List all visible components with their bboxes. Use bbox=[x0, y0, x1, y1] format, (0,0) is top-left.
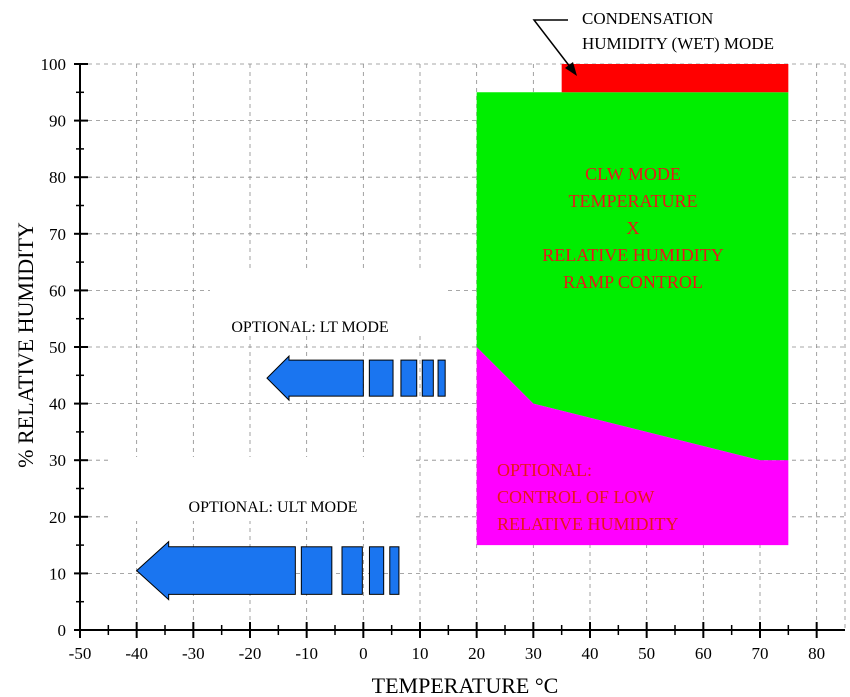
region-2 bbox=[561, 64, 789, 93]
x-tick-label: -20 bbox=[239, 644, 262, 663]
x-tick-label: -30 bbox=[182, 644, 205, 663]
axes: 0 10 20 30 40 50 60 70 80 90 100 -50 -40 -30 -20 -10 0 10… bbox=[41, 55, 845, 663]
arrow-segment bbox=[368, 359, 394, 397]
arrow-head-body-0 bbox=[266, 354, 364, 402]
clw-label-line: RELATIVE HUMIDITY bbox=[542, 245, 723, 265]
y-tick-label: 30 bbox=[49, 451, 66, 470]
arrow-label-0: OPTIONAL: LT MODE bbox=[231, 319, 388, 336]
y-tick-label: 60 bbox=[49, 281, 66, 300]
regions bbox=[476, 64, 789, 546]
condensation-pointer bbox=[532, 19, 575, 73]
y-tick-label: 0 bbox=[58, 621, 67, 640]
x-tick-label: 50 bbox=[638, 644, 655, 663]
ult-label-background bbox=[112, 457, 412, 521]
arrow-segment bbox=[368, 546, 385, 595]
y-axis-title: % RELATIVE HUMIDITY bbox=[13, 222, 38, 468]
arrow-segment bbox=[437, 359, 446, 397]
arrow-segment bbox=[300, 546, 333, 595]
x-tick-label: 80 bbox=[808, 644, 825, 663]
annotations: OPTIONAL: LT MODE OPTIONAL: ULT MODE CLW M… bbox=[189, 9, 774, 534]
clw-label-line: TEMPERATURE bbox=[568, 191, 697, 211]
clw-label-line: CLW MODE bbox=[585, 164, 681, 184]
label-mask bbox=[112, 272, 445, 521]
lt-label-background bbox=[210, 272, 445, 336]
y-tick-label: 50 bbox=[49, 338, 66, 357]
low-rh-label-line: OPTIONAL: bbox=[497, 460, 592, 480]
x-tick-label: 30 bbox=[525, 644, 542, 663]
y-tick-label: 80 bbox=[49, 168, 66, 187]
region-1 bbox=[476, 347, 789, 546]
y-tick-label: 70 bbox=[49, 225, 66, 244]
clw-label-line: RAMP CONTROL bbox=[563, 272, 703, 292]
x-tick-label: -50 bbox=[69, 644, 92, 663]
arrows bbox=[135, 354, 446, 601]
x-tick-label: 60 bbox=[695, 644, 712, 663]
y-tick-label: 10 bbox=[49, 564, 66, 583]
y-tick-label: 100 bbox=[41, 55, 67, 74]
arrow-segment bbox=[389, 546, 400, 595]
x-tick-label: 0 bbox=[359, 644, 368, 663]
y-tick-label: 20 bbox=[49, 508, 66, 527]
arrow-segment bbox=[400, 359, 418, 397]
x-tick-label: 20 bbox=[468, 644, 485, 663]
x-tick-label: 70 bbox=[752, 644, 769, 663]
condensation-label-line: HUMIDITY (WET) MODE bbox=[582, 34, 774, 53]
clw-label-line: X bbox=[627, 218, 640, 238]
y-tick-label: 40 bbox=[49, 395, 66, 414]
x-tick-label: -40 bbox=[125, 644, 148, 663]
x-tick-label: -10 bbox=[295, 644, 318, 663]
arrow-label-1: OPTIONAL: ULT MODE bbox=[189, 499, 358, 516]
arrow-segment bbox=[341, 546, 363, 595]
x-tick-label: 10 bbox=[412, 644, 429, 663]
arrow-segment bbox=[421, 359, 434, 397]
x-axis-title: TEMPERATURE °C bbox=[372, 673, 559, 697]
x-tick-label: 40 bbox=[582, 644, 599, 663]
condensation-label-line: CONDENSATION bbox=[582, 9, 713, 28]
arrow-head-body-1 bbox=[135, 540, 296, 601]
low-rh-label-line: CONTROL OF LOW bbox=[497, 487, 654, 507]
region-0 bbox=[476, 92, 789, 461]
condensation-pointer-head bbox=[565, 62, 577, 76]
y-tick-label: 90 bbox=[49, 112, 66, 131]
low-rh-label-line: RELATIVE HUMIDITY bbox=[497, 514, 678, 534]
